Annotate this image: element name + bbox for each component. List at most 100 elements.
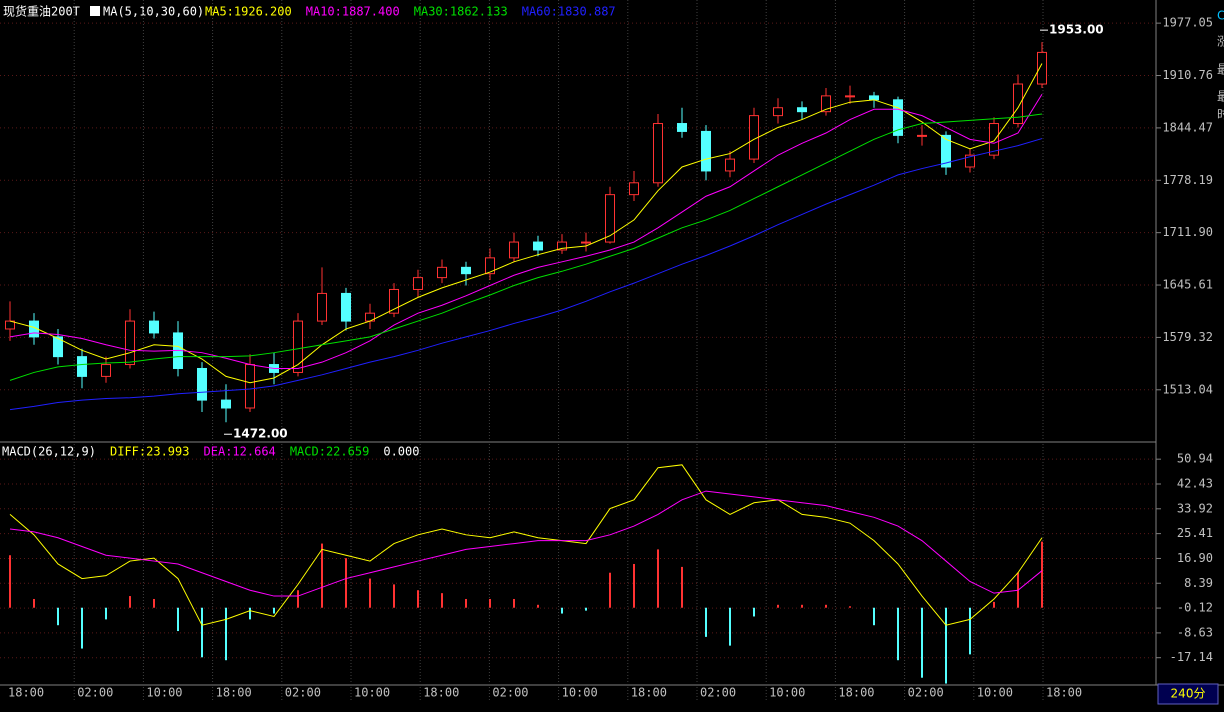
candle-body	[653, 123, 663, 184]
time-label: 18:00	[838, 686, 874, 700]
candle-body	[845, 95, 855, 98]
legend-entry: MA60:1830.887	[522, 5, 616, 19]
candle-body	[989, 123, 999, 156]
time-label: 18:00	[8, 686, 44, 700]
candle-body	[197, 367, 207, 401]
time-label: 18:00	[631, 686, 667, 700]
y-tick-label: 1778.19	[1162, 173, 1213, 187]
side-label: 最	[1217, 90, 1224, 104]
legend-entry: MA5:1926.200	[205, 5, 292, 19]
y-tick-label: 1513.04	[1162, 382, 1213, 396]
candle-body	[509, 241, 519, 259]
side-label: 时	[1217, 108, 1224, 122]
candle-body	[77, 356, 87, 377]
period-label[interactable]: 240分	[1171, 687, 1206, 701]
time-label: 02:00	[700, 686, 736, 700]
y-tick-label: -17.14	[1170, 650, 1213, 664]
y-tick-label: 25.41	[1177, 526, 1213, 540]
time-label: 02:00	[77, 686, 113, 700]
candle-body	[725, 158, 735, 172]
indicator-title: MA(5,10,30,60)	[103, 5, 204, 19]
candle-body	[605, 194, 615, 243]
y-tick-label: 1711.90	[1162, 225, 1213, 239]
y-tick-label: 33.92	[1177, 501, 1213, 515]
time-label: 18:00	[423, 686, 459, 700]
candle-body	[485, 257, 495, 275]
side-label: 最	[1217, 63, 1224, 77]
side-label: 涨	[1217, 34, 1224, 49]
candle-body	[581, 241, 591, 244]
time-label: 02:00	[908, 686, 944, 700]
candle-body	[965, 154, 975, 168]
candle-body	[821, 95, 831, 113]
period-box[interactable]	[1157, 683, 1219, 705]
legend-entry: DIFF:23.993	[110, 445, 189, 459]
y-tick-label: -0.12	[1177, 601, 1213, 615]
ma-icon	[90, 6, 100, 16]
legend-entry: DEA:12.664	[204, 445, 276, 459]
time-label: 10:00	[146, 686, 182, 700]
macd-title: MACD(26,12,9)	[2, 445, 96, 459]
candle-body	[245, 364, 255, 409]
candle-body	[629, 182, 639, 196]
extreme-label: 1953.00	[1049, 23, 1104, 37]
y-tick-label: 1977.05	[1162, 16, 1213, 30]
y-tick-label: 42.43	[1177, 476, 1213, 490]
candle-body	[533, 241, 543, 251]
y-tick-label: 1844.47	[1162, 120, 1213, 134]
time-label: 02:00	[492, 686, 528, 700]
candle-body	[869, 95, 879, 101]
candle-body	[389, 288, 399, 314]
y-tick-label: 1910.76	[1162, 68, 1213, 82]
indicator-line	[9, 94, 1043, 369]
candle-body	[557, 241, 567, 251]
time-label: 02:00	[285, 686, 321, 700]
extreme-label: 1472.00	[233, 427, 288, 441]
candle-body	[701, 130, 711, 172]
candle-body	[53, 336, 63, 358]
time-label: 10:00	[562, 686, 598, 700]
candle-body	[221, 399, 231, 409]
side-label: C	[1217, 9, 1224, 23]
indicator-line	[9, 490, 1043, 597]
y-tick-label: 16.90	[1177, 551, 1213, 565]
candle-body	[917, 134, 927, 137]
candle-body	[149, 320, 159, 334]
time-label: 10:00	[354, 686, 390, 700]
candle-body	[341, 292, 351, 322]
indicator-line	[9, 138, 1043, 411]
candle-body	[293, 320, 303, 373]
candle-body	[413, 277, 423, 290]
time-label: 10:00	[977, 686, 1013, 700]
candle-body	[101, 364, 111, 377]
y-tick-label: 1579.32	[1162, 330, 1213, 344]
candle-body	[125, 320, 135, 366]
candle-body	[437, 266, 447, 279]
time-label: 18:00	[216, 686, 252, 700]
legend-entry: MA30:1862.133	[414, 5, 508, 19]
time-label: 18:00	[1046, 686, 1082, 700]
y-tick-label: 8.39	[1184, 576, 1213, 590]
legend-entry: MACD:22.659	[290, 445, 369, 459]
y-tick-label: 1645.61	[1162, 278, 1213, 292]
indicator-line	[9, 63, 1043, 384]
candle-body	[317, 292, 327, 322]
indicator-line	[9, 113, 1043, 381]
candle-body	[677, 123, 687, 132]
candle-body	[941, 134, 951, 168]
time-label: 10:00	[769, 686, 805, 700]
indicator-line	[9, 464, 1043, 626]
candle-body	[461, 266, 471, 275]
y-tick-label: -8.63	[1177, 625, 1213, 639]
instrument-title: 现货重油200T	[3, 4, 80, 19]
legend-entry: MA10:1887.400	[306, 5, 400, 19]
candle-body	[893, 99, 903, 136]
y-tick-label: 50.94	[1177, 452, 1213, 466]
candle-body	[1037, 51, 1047, 85]
candle-body	[773, 107, 783, 117]
candle-body	[1013, 83, 1023, 125]
macd-status: 0.000	[383, 445, 419, 459]
candle-body	[797, 107, 807, 113]
